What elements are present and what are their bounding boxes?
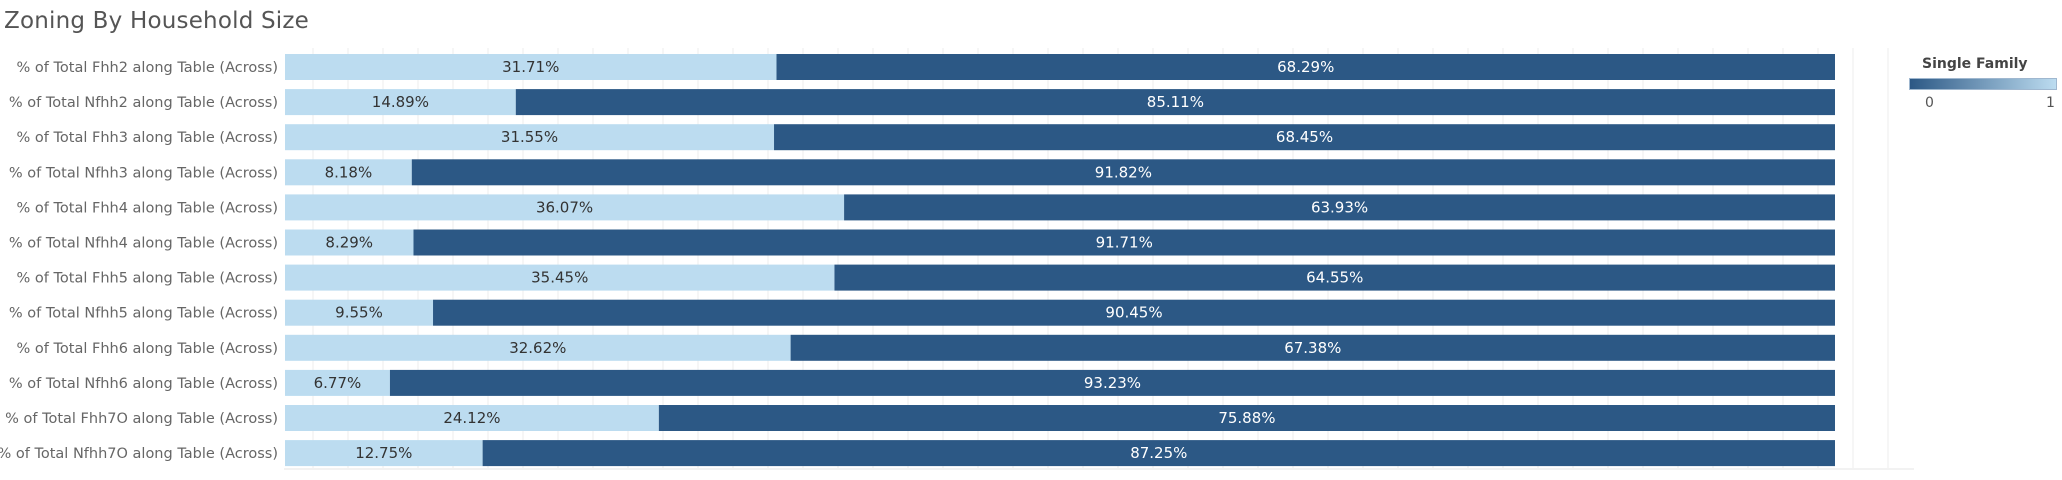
bar-data-label: 12.75%	[355, 444, 412, 462]
bar-segment-light[interactable]	[285, 159, 412, 186]
bar-segment-dark[interactable]	[774, 124, 1835, 151]
row-label: % of Total Nfhh5 along Table (Across)	[9, 306, 278, 322]
row-label: % of Total Fhh7O along Table (Across)	[5, 411, 278, 427]
bar-segment-light[interactable]	[285, 264, 835, 291]
bar-data-label: 90.45%	[1105, 304, 1162, 322]
bar-data-label: 6.77%	[314, 374, 362, 392]
bar-segment-dark[interactable]	[411, 159, 1835, 186]
bar-data-label: 8.18%	[325, 163, 373, 181]
bar-segment-light[interactable]	[285, 54, 777, 80]
row-label: % of Total Nfhh6 along Table (Across)	[9, 376, 278, 392]
bar-segment-light[interactable]	[285, 334, 791, 361]
bar-data-label: 67.38%	[1284, 339, 1341, 357]
row-label: % of Total Fhh2 along Table (Across)	[17, 60, 278, 76]
bar-data-label: 68.29%	[1277, 58, 1334, 76]
row-label: % of Total Nfhh4 along Table (Across)	[9, 236, 278, 252]
bar-segment-dark[interactable]	[515, 89, 1836, 116]
bar-segment-light[interactable]	[285, 369, 390, 396]
bar-data-label: 75.88%	[1218, 409, 1275, 427]
bar-segment-light[interactable]	[285, 299, 434, 326]
bar-segment-light[interactable]	[285, 194, 845, 221]
gridlines	[312, 48, 1889, 468]
bar-segment-light[interactable]	[285, 229, 414, 256]
row-label: % of Total Fhh4 along Table (Across)	[17, 200, 278, 216]
row-label: % of Total Nfhh2 along Table (Across)	[9, 95, 278, 111]
bar-segment-dark[interactable]	[482, 440, 1835, 467]
bar-segment-dark[interactable]	[844, 194, 1835, 221]
bar-data-label: 24.12%	[443, 409, 500, 427]
legend-color-ramp	[1909, 78, 2057, 90]
bar-segment-dark[interactable]	[658, 405, 1835, 431]
bar-segment-dark[interactable]	[776, 54, 1835, 80]
bar-data-label: 63.93%	[1311, 198, 1368, 216]
bar-data-label: 35.45%	[531, 269, 588, 287]
bar-data-label: 36.07%	[536, 198, 593, 216]
bar-segment-dark[interactable]	[389, 369, 1835, 396]
bar-data-label: 31.71%	[502, 58, 559, 76]
bar-segment-light[interactable]	[285, 440, 483, 467]
bar-data-label: 14.89%	[372, 93, 429, 111]
row-labels: % of Total Fhh2 along Table (Across) % of…	[0, 60, 278, 462]
legend-title: Single Family	[1922, 56, 2028, 72]
row-label: % of Total Nfhh7O along Table (Across)	[0, 446, 278, 462]
bar-data-label: 91.71%	[1096, 234, 1153, 252]
bar-segment-dark[interactable]	[834, 264, 1835, 291]
chart-title: Zoning By Household Size	[4, 8, 310, 34]
bar-segment-light[interactable]	[285, 124, 775, 151]
bar-segment-dark[interactable]	[790, 334, 1835, 361]
bar-data-label: 85.11%	[1147, 93, 1204, 111]
legend-min-label: 0	[1925, 95, 1934, 111]
row-label: % of Total Fhh3 along Table (Across)	[17, 130, 278, 146]
bar-data-label: 93.23%	[1084, 374, 1141, 392]
bar-data-label: 68.45%	[1276, 128, 1333, 146]
bar-data-label: 9.55%	[335, 304, 383, 322]
bar-data-label: 91.82%	[1095, 163, 1152, 181]
bar-data-label: 87.25%	[1130, 444, 1187, 462]
row-label: % of Total Fhh6 along Table (Across)	[17, 341, 278, 357]
bar-data-label: 31.55%	[501, 128, 558, 146]
bar-segment-light[interactable]	[285, 405, 659, 431]
row-label: % of Total Fhh5 along Table (Across)	[17, 271, 278, 287]
legend-max-label: 1	[2046, 95, 2055, 111]
row-label: % of Total Nfhh3 along Table (Across)	[9, 165, 278, 181]
bar-data-label: 8.29%	[325, 234, 373, 252]
bars: 31.71% 68.29% 14.89% 85.11% 31.55% 68.45% 8.18…	[285, 54, 1836, 467]
bar-data-label: 32.62%	[509, 339, 566, 357]
bar-data-label: 64.55%	[1306, 269, 1363, 287]
bar-segment-dark[interactable]	[433, 299, 1835, 326]
bar-segment-dark[interactable]	[413, 229, 1835, 256]
bar-segment-light[interactable]	[285, 89, 516, 116]
